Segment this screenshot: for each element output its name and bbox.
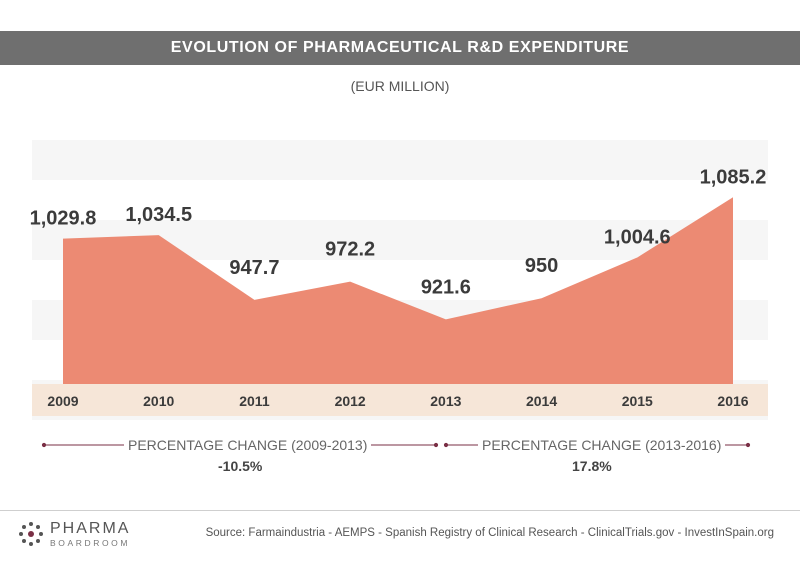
- pct-change-value-2: 17.8%: [572, 458, 612, 474]
- data-label: 1,004.6: [604, 226, 671, 248]
- x-tick-label: 2013: [430, 393, 461, 409]
- pct-change-value-1: -10.5%: [218, 458, 263, 474]
- data-label: 921.6: [421, 276, 471, 298]
- data-label: 1,034.5: [125, 204, 192, 226]
- x-tick-label: 2011: [239, 393, 270, 409]
- area-chart: 2009 2010 2011 2012 2013 2014 2015 2016 1,029.8 1…: [29, 140, 768, 416]
- footer-divider: [0, 510, 800, 511]
- bracket-dot: [433, 442, 439, 448]
- chart-subtitle: (EUR MILLION): [350, 78, 450, 94]
- title-bar: EVOLUTION OF PHARMACEUTICAL R&D EXPENDIT…: [0, 31, 800, 65]
- bracket-dot: [41, 442, 47, 448]
- x-tick-label: 2012: [335, 393, 366, 409]
- logo: PHARMA BOARDROOM: [18, 519, 130, 549]
- logo-main-text: PHARMA: [50, 519, 131, 537]
- x-tick-label: 2009: [47, 393, 78, 409]
- bracket-dot: [745, 442, 751, 448]
- data-label: 972.2: [325, 239, 375, 261]
- source-text: Source: Farmaindustria - AEMPS - Spanish…: [205, 527, 774, 539]
- x-tick-label: 2015: [622, 393, 653, 409]
- logo-sub-text: BOARDROOM: [50, 537, 131, 548]
- data-label: 950: [525, 255, 558, 277]
- bracket-dot: [443, 442, 449, 448]
- pct-change-label-1: PERCENTAGE CHANGE (2009-2013): [124, 437, 372, 453]
- pct-change-label-2: PERCENTAGE CHANGE (2013-2016): [478, 437, 726, 453]
- data-label: 1,029.8: [30, 208, 97, 230]
- dotted-circle-icon: [19, 522, 43, 546]
- x-tick-label: 2014: [526, 393, 557, 409]
- x-tick-label: 2016: [717, 393, 748, 409]
- background-stripe: [32, 140, 768, 180]
- x-tick-label: 2010: [143, 393, 174, 409]
- data-label: 1,085.2: [700, 166, 767, 188]
- expenditure-area: [63, 197, 733, 384]
- data-label: 947.7: [229, 257, 279, 279]
- x-axis-band: [32, 384, 768, 416]
- chart-title: EVOLUTION OF PHARMACEUTICAL R&D EXPENDIT…: [170, 39, 630, 56]
